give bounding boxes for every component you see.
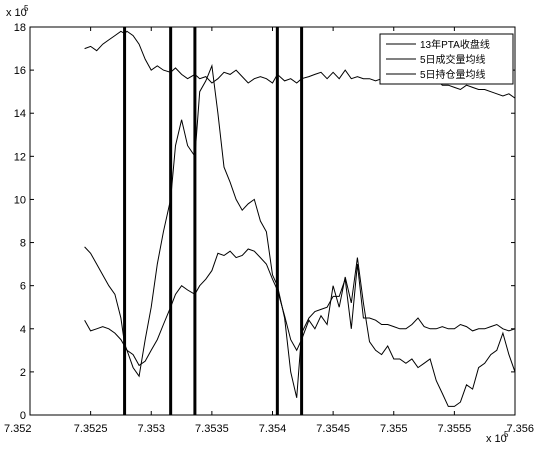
x-tick-label-8: 7.356 [506,423,534,435]
legend-label-1: 5日成交量均线 [420,53,486,66]
y-tick-label-7: 14 [14,108,26,120]
x-tick-label-2: 7.353 [137,423,165,435]
x-tick-label-1: 7.3525 [74,423,108,435]
y-tick-label-4: 8 [20,238,26,250]
plot-content [84,30,516,407]
y-tick-label-9: 18 [14,22,26,34]
y-tick-label-2: 4 [20,324,26,336]
x-tick-label-0: 7.352 [4,423,32,435]
ticks: 7.352 7.3525 7.353 7.3535 7.354 7.3545 7.355 7.… [4,22,534,435]
series-line-2 [84,63,516,398]
x-exponent-base: x 10 [486,433,507,445]
y-tick-label-1: 2 [20,367,26,379]
vertical-markers [123,27,304,415]
legend: 13年PTA收盘线 5日成交量均线 5日持仓量均线 [379,33,514,85]
series-line-0 [84,30,516,99]
x-tick-label-7: 7.3555 [438,423,472,435]
y-exponent-label: x 10 5 [6,4,29,19]
y-exponent-power: 5 [24,4,29,13]
y-tick-label-6: 12 [14,151,26,163]
y-tick-label-3: 6 [20,281,26,293]
x-exponent-power: 5 [504,430,509,439]
y-tick-label-0: 0 [20,410,26,422]
x-tick-label-4: 7.354 [259,423,287,435]
series-line-1 [84,246,516,407]
x-tick-label-3: 7.3535 [195,423,229,435]
x-exponent-label: x 10 5 [486,430,509,445]
y-tick-label-5: 10 [14,194,26,206]
y-exponent-base: x 10 [6,7,27,19]
x-tick-label-5: 7.3545 [316,423,350,435]
y-tick-label-8: 16 [14,65,26,77]
legend-label-0: 13年PTA收盘线 [420,38,490,51]
legend-label-2: 5日持仓量均线 [420,68,486,81]
x-tick-label-6: 7.355 [380,423,408,435]
